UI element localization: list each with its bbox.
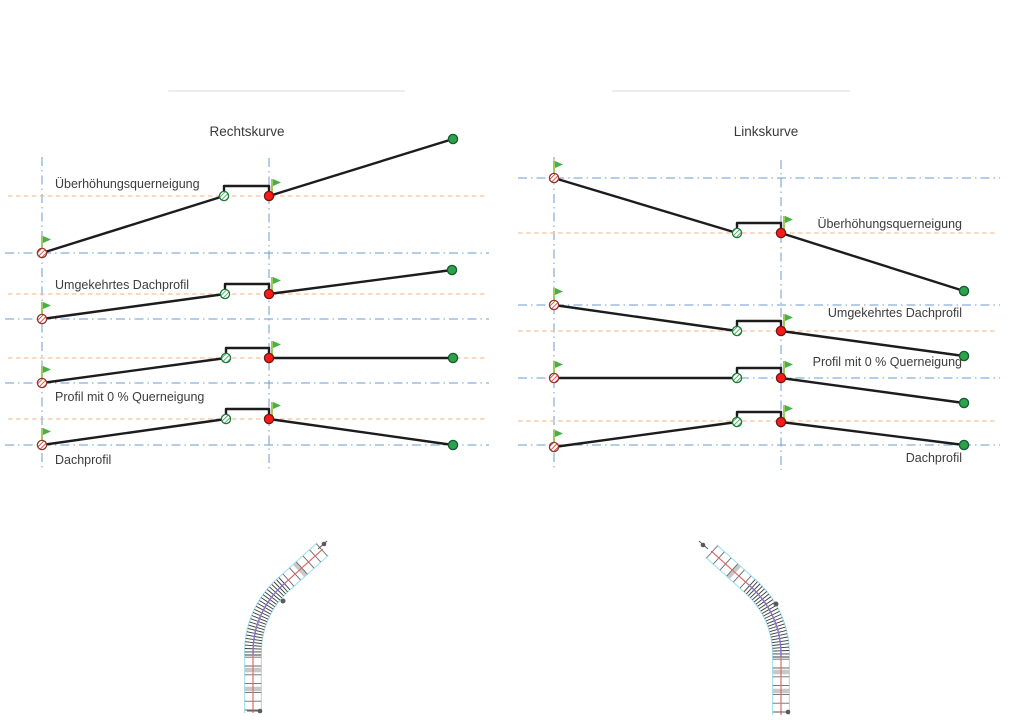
slope-end-marker-icon xyxy=(731,416,743,428)
station-marker xyxy=(773,601,779,607)
end-marker-icon xyxy=(958,397,970,409)
station-marker xyxy=(280,598,286,604)
start-marker-icon xyxy=(548,372,560,384)
end-marker-icon xyxy=(447,439,459,451)
end-marker-icon xyxy=(958,285,970,297)
profile-line-0-prozent xyxy=(41,346,453,385)
end-marker-icon xyxy=(958,350,970,362)
slope-end-marker-icon xyxy=(220,413,232,425)
slope-start-marker-icon xyxy=(263,413,275,425)
road-band-fill xyxy=(245,543,329,713)
station-flag-icon xyxy=(271,340,282,358)
label-profil-0-prozent: Profil mit 0 % Querneigung xyxy=(812,355,962,369)
road-band-fill xyxy=(705,545,789,715)
start-marker-icon xyxy=(36,247,48,259)
station-marker xyxy=(317,540,328,550)
station-marker xyxy=(698,540,709,550)
station-flag-icon xyxy=(783,215,794,233)
profile-line-0-prozent xyxy=(554,366,965,405)
start-marker-icon xyxy=(548,299,560,311)
label-dachprofil: Dachprofil xyxy=(55,453,112,467)
slope-start-marker-icon xyxy=(775,227,787,239)
slope-end-marker-icon xyxy=(731,227,743,239)
station-flag-icon xyxy=(271,401,282,419)
slope-end-marker-icon xyxy=(219,288,231,300)
profile-line-ueberhoehungsquerneigung xyxy=(553,176,965,293)
slope-start-marker-icon xyxy=(263,190,275,202)
slope-end-marker-icon xyxy=(731,325,743,337)
station-marker xyxy=(774,709,791,715)
label-dachprofil: Dachprofil xyxy=(905,451,962,465)
end-marker-icon xyxy=(958,439,970,451)
profile-line-umgekehrtes-dachprofil xyxy=(41,268,453,321)
slope-end-marker-icon xyxy=(220,352,232,364)
station-flag-icon xyxy=(783,313,794,331)
slope-end-marker-icon xyxy=(218,190,230,202)
panel-title-rechtskurve: Rechtskurve xyxy=(209,124,285,139)
plan-view-right-curve xyxy=(244,540,329,714)
start-marker-icon xyxy=(548,441,560,453)
start-marker-icon xyxy=(548,172,560,184)
panel-linkskurve xyxy=(518,157,1000,470)
station-flag-icon xyxy=(783,404,794,422)
slope-start-marker-icon xyxy=(775,416,787,428)
top-divider-left xyxy=(168,90,405,92)
panel-rechtskurve xyxy=(5,133,489,470)
top-divider-right xyxy=(612,90,850,92)
plan-view-left-curve xyxy=(698,540,791,715)
panel-title-linkskurve: Linkskurve xyxy=(733,124,799,139)
superelevation-region-line xyxy=(252,548,324,713)
slope-start-marker-icon xyxy=(775,372,787,384)
start-marker-icon xyxy=(36,313,48,325)
profile-line-ueberhoehungsquerneigung xyxy=(41,137,454,255)
profile-line-umgekehrtes-dachprofil xyxy=(553,303,965,358)
end-marker-icon xyxy=(447,352,459,364)
label-profil-0-prozent: Profil mit 0 % Querneigung xyxy=(55,390,205,404)
end-marker-icon xyxy=(447,133,459,145)
slope-start-marker-icon xyxy=(263,352,275,364)
slope-start-marker-icon xyxy=(775,325,787,337)
label-umgekehrtes-dachprofil: Umgekehrtes Dachprofil xyxy=(55,278,190,292)
station-marker xyxy=(247,708,263,714)
start-marker-icon xyxy=(36,439,48,451)
label-umgekehrtes-dachprofil: Umgekehrtes Dachprofil xyxy=(827,306,962,320)
station-flag-icon xyxy=(271,276,282,294)
station-flag-icon xyxy=(783,360,794,378)
label-ueberhoehungsquerneigung: Überhöhungsquerneigung xyxy=(817,217,962,231)
profile-line-dachprofil xyxy=(553,410,965,449)
slope-end-marker-icon xyxy=(731,372,743,384)
superelevation-region-line xyxy=(710,550,782,715)
slope-start-marker-icon xyxy=(263,288,275,300)
start-marker-icon xyxy=(36,377,48,389)
profile-line-dachprofil xyxy=(41,407,454,447)
end-marker-icon xyxy=(446,264,458,276)
label-ueberhoehungsquerneigung: Überhöhungsquerneigung xyxy=(55,177,200,191)
